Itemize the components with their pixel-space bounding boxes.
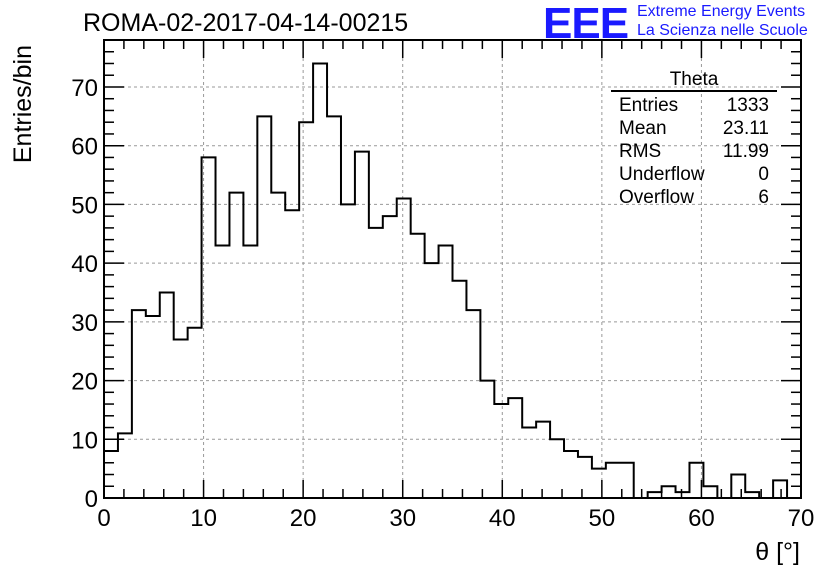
- stats-row-mean: Mean 23.11: [611, 117, 777, 140]
- stats-label: Underflow: [619, 164, 705, 185]
- x-tick-label: 60: [688, 505, 715, 532]
- stats-row-overflow: Overflow 6: [611, 186, 777, 209]
- stats-value: 6: [758, 187, 769, 208]
- x-tick-label: 40: [489, 505, 516, 532]
- y-axis-label: Entries/bin: [9, 45, 37, 163]
- y-tick-label: 20: [71, 369, 98, 396]
- logo-caption-line2: La Scienza nelle Scuole: [637, 22, 808, 39]
- y-tick-label: 40: [71, 251, 98, 278]
- y-tick-label: 70: [71, 75, 98, 102]
- histogram-series-line: [103, 62, 801, 499]
- stats-value: 11.99: [722, 141, 769, 162]
- stats-label: Mean: [619, 118, 667, 139]
- stats-label: RMS: [619, 141, 662, 162]
- x-tick-label: 30: [389, 505, 416, 532]
- x-tick-label: 20: [290, 505, 317, 532]
- y-tick-label: 0: [85, 486, 98, 513]
- stats-label: Overflow: [619, 187, 694, 208]
- stats-label: Entries: [619, 95, 679, 116]
- stats-value: 0: [758, 164, 769, 185]
- stats-row-underflow: Underflow 0: [611, 163, 777, 186]
- plot-frame: [103, 39, 802, 499]
- y-tick-label: 10: [71, 427, 98, 454]
- axis-ticks: [103, 39, 802, 499]
- stats-value: 1333: [726, 95, 769, 116]
- stats-row-rms: RMS 11.99: [611, 140, 777, 163]
- x-tick-label: 70: [788, 505, 815, 532]
- stats-title: Theta: [611, 70, 777, 92]
- stats-box: Theta Entries 1333 Mean 23.11 RMS 11.99 …: [611, 70, 777, 209]
- y-tick-label: 60: [71, 134, 98, 161]
- y-tick-label: 50: [71, 192, 98, 219]
- logo-caption: Extreme Energy Events La Scienza nelle S…: [637, 2, 808, 40]
- y-tick-label: 30: [71, 310, 98, 337]
- x-tick-label: 0: [97, 505, 110, 532]
- stats-value: 23.11: [722, 118, 769, 139]
- x-tick-label: 10: [190, 505, 217, 532]
- x-tick-label: 50: [589, 505, 616, 532]
- eee-logo: EEE: [543, 0, 629, 48]
- logo-caption-line1: Extreme Energy Events: [637, 3, 806, 20]
- chart-title: ROMA-02-2017-04-14-00215: [83, 9, 409, 37]
- x-axis-label: θ [°]: [755, 538, 800, 566]
- stats-row-entries: Entries 1333: [611, 94, 777, 117]
